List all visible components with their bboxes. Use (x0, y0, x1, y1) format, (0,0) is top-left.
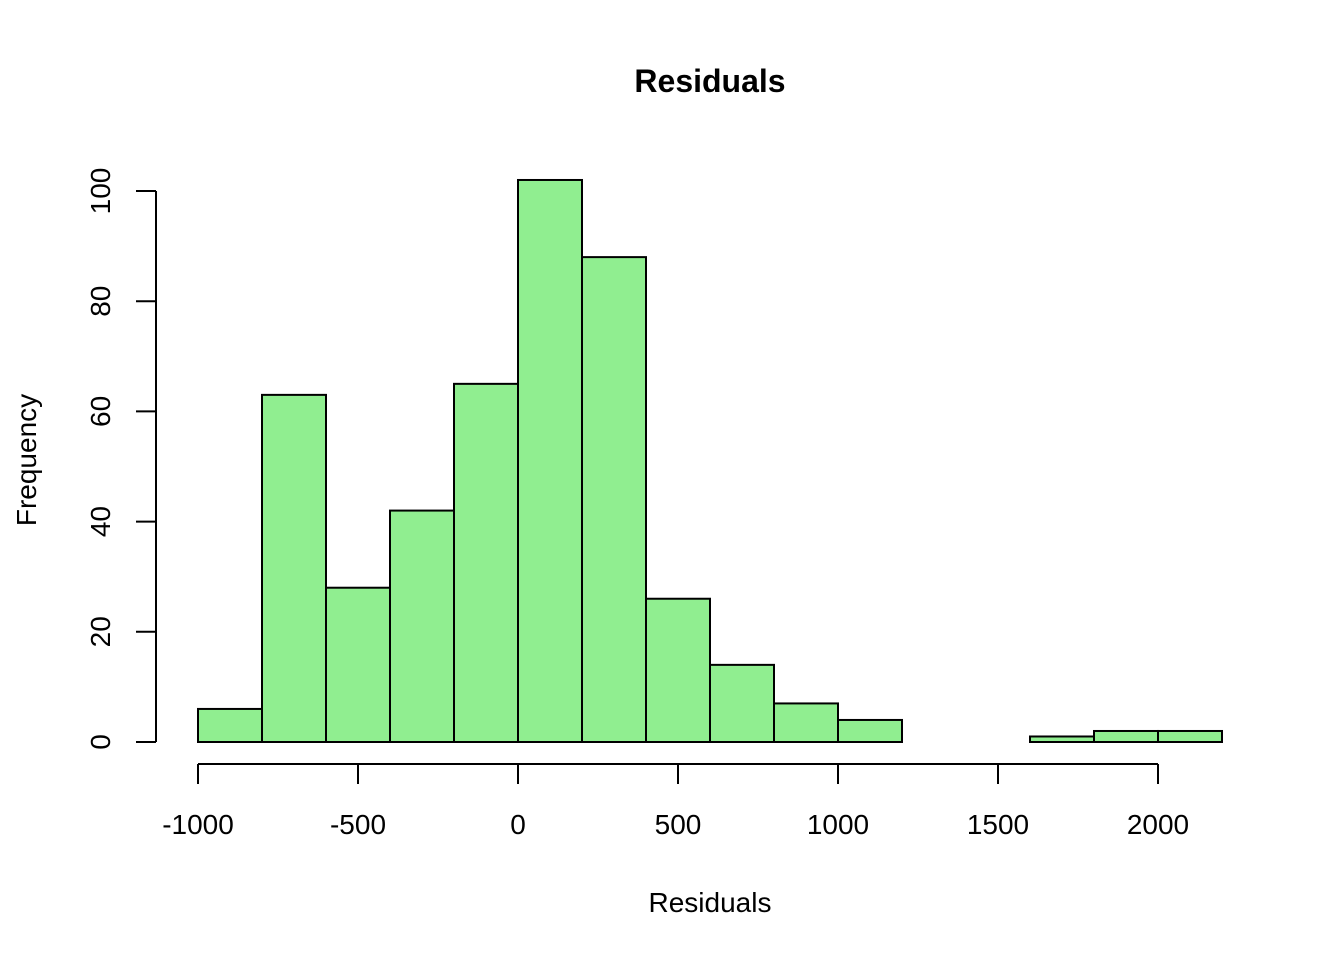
histogram-bar (197, 707, 263, 744)
chart-title: Residuals (634, 63, 785, 99)
x-tick-label: 500 (655, 809, 702, 840)
histogram-bar (1029, 735, 1095, 743)
x-tick-label: 1500 (967, 809, 1029, 840)
histogram-bar (453, 382, 519, 743)
x-axis: -1000 -500 0 500 1000 1500 2000 (162, 763, 1189, 840)
y-tick-label: 20 (85, 616, 116, 647)
histogram-bar (1157, 729, 1223, 743)
histogram-bar (773, 702, 839, 743)
y-tick-label: 60 (85, 396, 116, 427)
histogram-bar (261, 393, 327, 743)
histogram-bar (1093, 729, 1159, 743)
x-tick-label: 1000 (807, 809, 869, 840)
histogram-bar (645, 597, 711, 743)
x-tick-label: 2000 (1127, 809, 1189, 840)
y-axis: 0 20 40 60 80 100 (85, 168, 157, 750)
bars-group (197, 178, 1223, 744)
histogram-bar (837, 718, 903, 744)
y-axis-label: Frequency (11, 394, 42, 526)
histogram-bar (389, 509, 455, 743)
x-tick-label: 0 (510, 809, 526, 840)
x-axis-label: Residuals (649, 887, 772, 918)
y-tick-label: 40 (85, 506, 116, 537)
y-tick-label: 0 (85, 734, 116, 750)
x-tick-label: -500 (330, 809, 386, 840)
x-tick-label: -1000 (162, 809, 234, 840)
histogram-bar (517, 178, 583, 744)
histogram-bar (709, 663, 775, 743)
histogram-bar (581, 256, 647, 743)
histogram-bar (325, 586, 391, 743)
y-tick-label: 100 (85, 168, 116, 215)
y-tick-label: 80 (85, 286, 116, 317)
